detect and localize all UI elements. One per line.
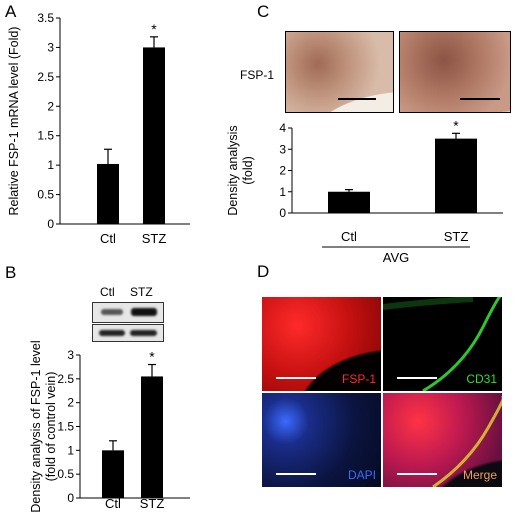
y-tick-label: 0.5 [57,467,74,481]
blot-label-stz: STZ [130,285,153,299]
western-blot: Ctl STZ [92,285,164,343]
y-tick-label: 1 [47,158,54,172]
y-tick-label: 2 [279,164,286,178]
y-tick-label: 3 [67,348,74,362]
fluorescence-merge: Merge [383,393,502,487]
category-label: Ctl [100,231,116,246]
y-tick-label: 2.5 [57,372,74,386]
bar-ctl [328,191,370,213]
scale-bar [276,377,316,379]
blot-membrane-fsp1 [92,302,164,323]
y-tick-label: 3 [47,40,54,54]
y-tick-label: 1 [279,185,286,199]
fluorescence-cd31: CD31 [383,297,502,391]
y-axis-label-line2: (fold of control vein) [44,372,58,482]
y-tick-label: 1 [67,443,74,457]
category-label: STZ [444,229,469,244]
chart-b: 0 0.5 1 1.5 2 2.5 3 Ctl * STZ Density analysis of … [29,340,190,512]
bar-ctl [102,450,124,498]
y-axis-label-line2: (fold) [241,156,255,184]
image-label-fsp1: FSP-1 [240,68,275,82]
y-tick-label: 1.5 [57,420,74,434]
panel-letter-d: D [257,262,270,281]
chart-c: 0 1 2 3 4 Ctl * STZ Density analysis (fold) AVG [226,117,503,265]
scale-bar [276,473,316,475]
y-tick-label: 4 [279,121,286,135]
label-dapi: DAPI [347,468,376,482]
fluorescence-grid: FSP-1 CD31 DAPI Merge [262,297,502,487]
bar-stz [141,376,163,498]
y-tick-label: 3.5 [37,11,54,25]
bar-stz [143,47,165,224]
scale-bar [338,98,376,100]
category-label: Ctl [105,496,121,511]
y-tick-label: 0 [47,217,54,231]
merge-endothelium [432,396,502,487]
bar-stz [435,138,477,213]
blot-membrane-loading [92,324,164,342]
fluorescence-dapi: DAPI [262,393,381,487]
panel-letter-b: B [5,263,17,282]
panel-letter-a: A [5,2,17,21]
significance-marker: * [149,349,155,365]
y-tick-label: 3 [279,142,286,156]
y-tick-label: 2 [67,396,74,410]
scale-bar [397,377,437,379]
category-label: STZ [140,496,165,511]
blot-band-ctl [101,309,123,315]
blot-loading-band-stz [130,330,157,336]
group-label: AVG [383,250,410,265]
scale-bar [460,98,500,100]
histology-image-stz [399,31,511,113]
category-label: Ctl [341,229,357,244]
bar-ctl [97,163,119,224]
significance-marker: * [453,117,459,133]
y-axis-label: Density analysis of FSP-1 level [29,340,43,512]
category-label: STZ [142,231,167,246]
fluorescence-fsp1: FSP-1 [262,297,381,391]
y-tick-label: 2 [47,99,54,113]
panel-letter-c: C [257,2,270,21]
significance-marker: * [151,21,157,37]
label-merge: Merge [462,468,497,482]
y-axis-label: Relative FSP-1 mRNA level (Fold) [7,27,21,216]
chart-a: 0 0.5 1 1.5 2 2.5 3 3.5 Ctl * STZ Relative FSP-1 mR… [7,11,190,246]
label-fsp1: FSP-1 [341,372,376,386]
histology-image-ctl [285,31,394,113]
y-tick-label: 0 [279,206,286,220]
y-tick-label: 1.5 [37,129,54,143]
y-tick-label: 0 [67,491,74,505]
blot-band-stz [131,308,157,316]
blot-loading-band-ctl [99,330,125,336]
y-tick-label: 2.5 [37,70,54,84]
label-cd31: CD31 [466,372,497,386]
cd31-endothelium [383,297,502,391]
scale-bar [397,473,437,475]
y-tick-label: 0.5 [37,188,54,202]
blot-label-ctl: Ctl [100,285,115,299]
y-axis-label: Density analysis [226,125,240,215]
